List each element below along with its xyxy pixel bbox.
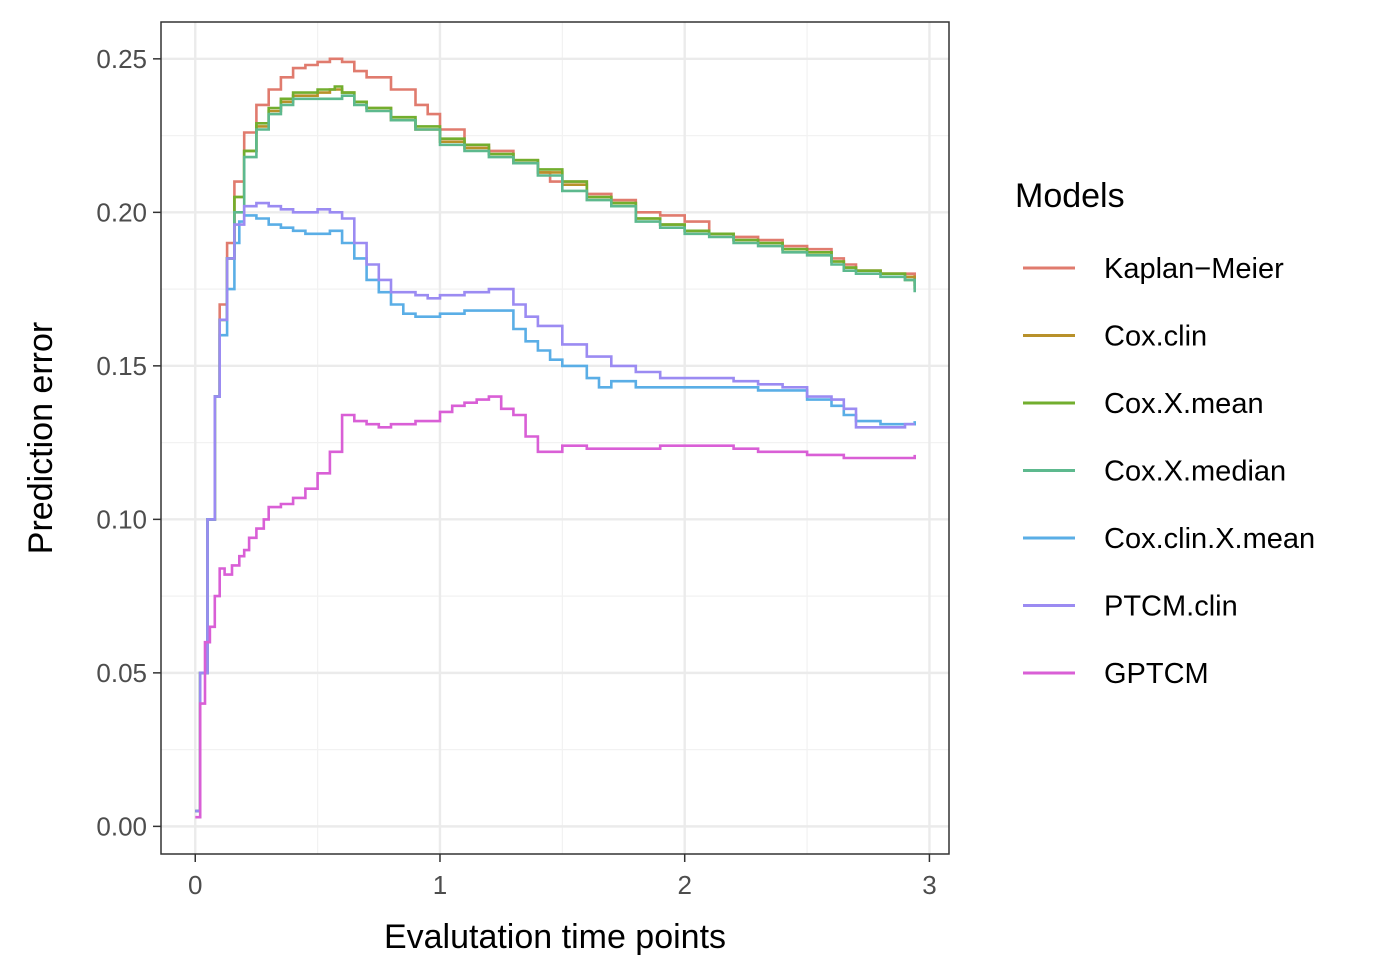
grid-minor	[161, 22, 949, 854]
x-axis: 0 1 2 3	[188, 854, 937, 900]
legend-label-gptcm: GPTCM	[1104, 658, 1209, 690]
legend-label-ptcm-clin: PTCM.clin	[1104, 591, 1238, 623]
y-tick-label: 0.10	[96, 504, 147, 534]
y-tick-label: 0.25	[96, 44, 147, 74]
legend-title: Models	[1015, 177, 1125, 215]
legend-label-cox-clin: Cox.clin	[1104, 321, 1207, 353]
y-tick-label: 0.20	[96, 197, 147, 227]
x-tick-label: 1	[433, 870, 447, 900]
legend-label-kaplan-meier: Kaplan−Meier	[1104, 253, 1284, 285]
series-lines	[195, 57, 916, 819]
grid-major	[161, 22, 949, 854]
y-tick-label: 0.00	[96, 811, 147, 841]
y-axis-title: Prediction error	[22, 322, 60, 554]
legend: Models Kaplan−Meier Cox.clin Cox.X.mean Cox…	[1015, 177, 1315, 690]
plot-background	[161, 22, 949, 854]
legend-label-cox-x-median: Cox.X.median	[1104, 456, 1286, 488]
y-tick-label: 0.15	[96, 351, 147, 381]
y-axis: 0.00 0.05 0.10 0.15 0.20 0.25	[96, 44, 161, 841]
y-tick-label: 0.05	[96, 658, 147, 688]
x-tick-label: 2	[677, 870, 691, 900]
plot-panel-border	[160, 21, 950, 855]
x-tick-label: 3	[922, 870, 936, 900]
x-axis-title: Evalutation time points	[384, 918, 726, 956]
series-line-gptcm	[195, 395, 916, 819]
series-line-ptcm-clin	[195, 201, 915, 813]
x-tick-label: 0	[188, 870, 202, 900]
series-line-cox-clin-x-mean	[195, 214, 916, 813]
legend-label-cox-clin-x-mean: Cox.clin.X.mean	[1104, 523, 1315, 555]
series-line-kaplan-meier	[195, 57, 916, 813]
series-line-cox-x-median	[195, 94, 916, 813]
legend-label-cox-x-mean: Cox.X.mean	[1104, 388, 1264, 420]
